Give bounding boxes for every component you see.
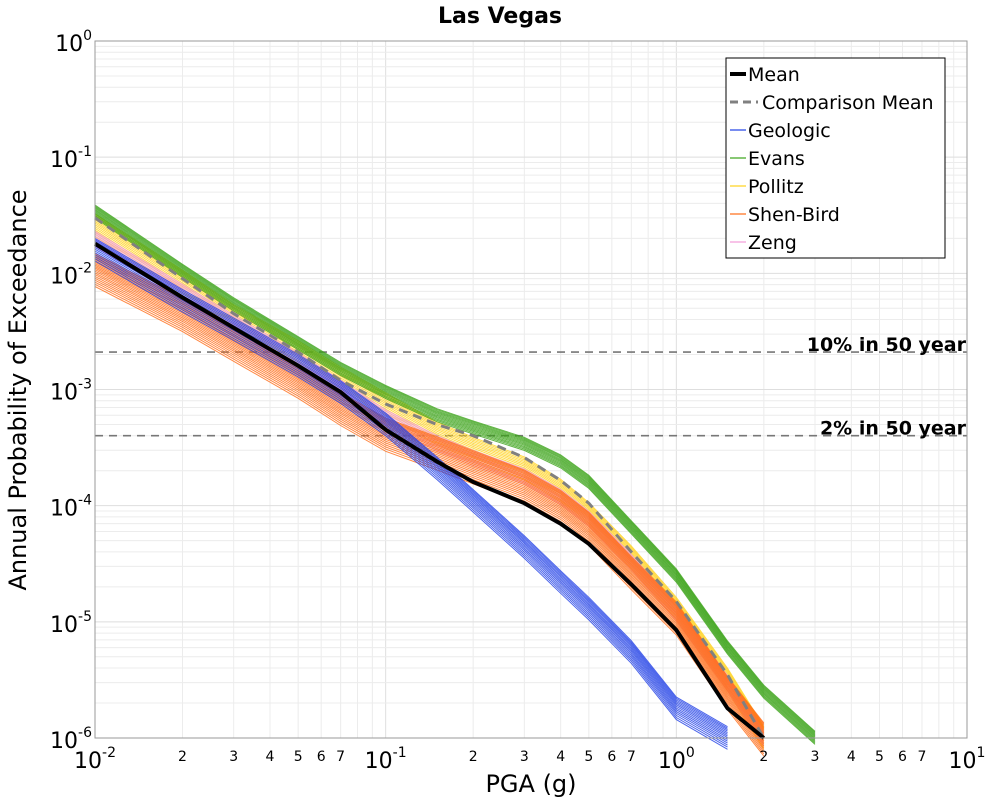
branch-line-evans — [94, 204, 816, 732]
series-lines — [93, 216, 766, 740]
branch-line-geologic — [94, 245, 728, 735]
branch-line-evans — [94, 208, 816, 737]
branch-line-evans — [94, 206, 816, 734]
x-minor-tick-label: 4 — [266, 749, 275, 765]
branch-line-evans — [94, 214, 816, 743]
x-minor-tick-label: 5 — [294, 749, 303, 765]
y-tick-label: 10-5 — [50, 609, 92, 638]
x-tick-label: 10-1 — [365, 745, 407, 774]
branch-line-geologic — [94, 250, 728, 740]
x-minor-tick-label: 6 — [317, 749, 326, 765]
branch-line-evans — [94, 213, 816, 741]
y-tick-label: 10-3 — [50, 377, 92, 406]
x-minor-tick-label: 2 — [469, 749, 478, 765]
branch-line-shen-bird — [94, 261, 765, 733]
branch-line-geologic — [94, 254, 728, 744]
x-minor-tick-label: 2 — [178, 749, 187, 765]
reference-line-labels: 10% in 50 year 2% in 50 year — [807, 334, 967, 440]
branch-line-shen-bird — [94, 266, 765, 737]
x-minor-tick-label: 6 — [898, 749, 907, 765]
branch-line-shen-bird — [94, 257, 765, 729]
reference-line-label: 10% in 50 year — [807, 334, 967, 356]
branch-line-geologic — [94, 242, 728, 732]
plot-frame — [94, 40, 968, 739]
branch-line-evans — [94, 217, 816, 745]
branch-line-geologic — [94, 260, 728, 750]
branch-line-geologic — [94, 240, 728, 731]
reference-line-label: 2% in 50 year — [820, 418, 967, 440]
x-minor-tick-label: 3 — [229, 749, 238, 765]
branch-line-shen-bird — [94, 267, 765, 738]
y-tick-label: 10-4 — [50, 493, 92, 522]
y-tick-label: 10-1 — [50, 144, 92, 173]
legend-label: Pollitz — [748, 176, 804, 198]
branch-line-shen-bird — [94, 274, 765, 745]
series-line-comparison-mean — [94, 216, 766, 739]
branch-line-shen-bird — [94, 270, 765, 742]
branch-line-evans — [94, 212, 816, 740]
chart-title: Las Vegas — [438, 4, 562, 29]
branch-line-shen-bird — [94, 272, 765, 743]
x-minor-tick-label: 7 — [918, 749, 927, 765]
legend: Mean Comparison Mean Geologic Evans Pollitz S… — [725, 57, 946, 259]
legend-label: Mean — [748, 64, 800, 86]
branch-line-evans — [94, 210, 816, 738]
x-minor-tick-label: 3 — [520, 749, 529, 765]
branch-line-geologic — [94, 252, 728, 742]
series-line-mean — [93, 241, 766, 740]
branch-line-geologic — [94, 243, 728, 734]
x-minor-tick-label: 7 — [627, 749, 636, 765]
x-minor-tick-label: 5 — [875, 749, 884, 765]
legend-label: Geologic — [748, 120, 831, 142]
y-axis-label: Annual Probability of Exceedance — [4, 189, 32, 590]
legend-label: Zeng — [748, 232, 797, 254]
x-minor-tick-label: 2 — [759, 749, 768, 765]
branch-line-evans — [94, 205, 816, 733]
x-minor-tick-label: 4 — [847, 749, 856, 765]
legend-label: Evans — [748, 148, 805, 170]
y-tick-label: 100 — [55, 28, 92, 57]
x-minor-tick-label: 6 — [607, 749, 616, 765]
x-tick-label: 10-2 — [74, 745, 116, 774]
branch-line-shen-bird — [94, 269, 765, 740]
y-tick-label: 10-6 — [50, 725, 92, 754]
x-tick-label: 100 — [658, 745, 695, 774]
x-minor-tick-label: 4 — [556, 749, 565, 765]
branch-line-geologic — [94, 239, 728, 729]
branch-line-evans — [94, 216, 816, 744]
x-minor-tick-label: 3 — [811, 749, 820, 765]
branch-line-geologic — [94, 256, 728, 746]
legend-label: Comparison Mean — [762, 92, 934, 114]
x-minor-tick-label: 5 — [584, 749, 593, 765]
x-axis-label: PGA (g) — [485, 770, 576, 798]
branch-line-shen-bird — [94, 277, 765, 749]
y-tick-label: 10-2 — [50, 260, 92, 289]
legend-box — [725, 57, 946, 259]
branch-line-evans — [94, 207, 816, 735]
branch-line-evans — [94, 211, 816, 739]
x-tick-label: 101 — [949, 745, 986, 774]
ensemble-bands — [94, 204, 816, 757]
x-minor-tick-label: 7 — [336, 749, 345, 765]
legend-label: Shen-Bird — [748, 204, 840, 226]
branch-line-shen-bird — [94, 256, 765, 727]
branch-line-shen-bird — [94, 275, 765, 747]
branch-line-geologic — [94, 258, 728, 748]
